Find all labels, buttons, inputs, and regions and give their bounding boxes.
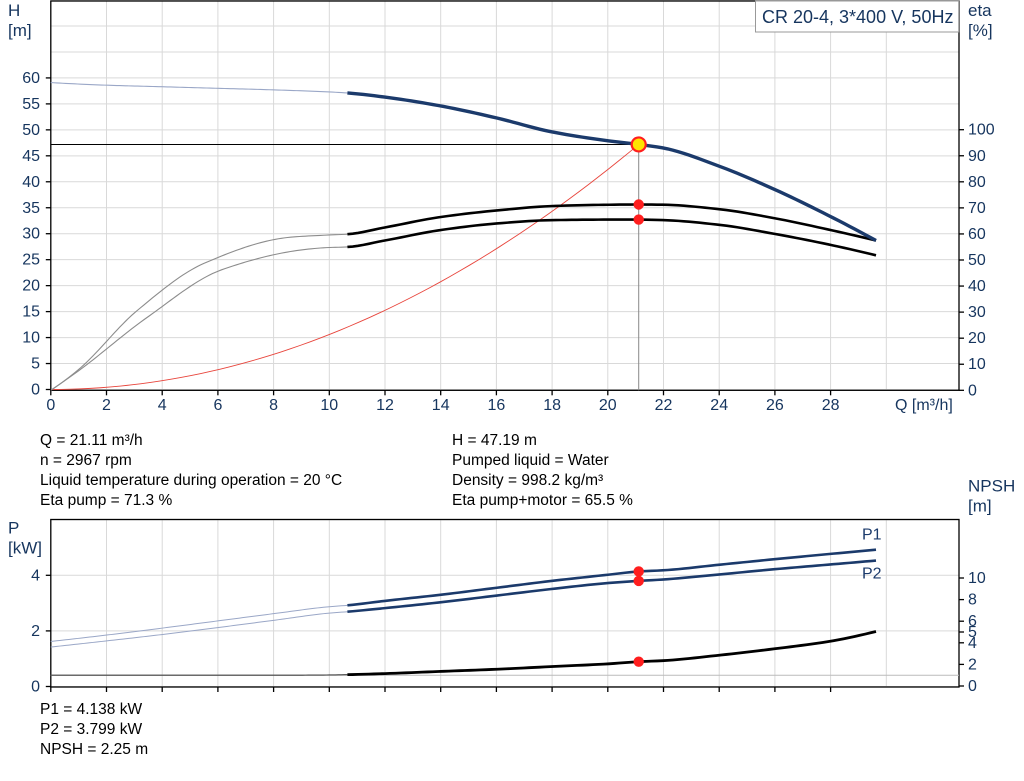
svg-text:55: 55: [22, 96, 40, 113]
svg-text:80: 80: [968, 174, 986, 191]
svg-text:70: 70: [968, 200, 986, 217]
svg-text:90: 90: [968, 148, 986, 165]
svg-text:P: P: [8, 519, 19, 538]
svg-text:24: 24: [710, 397, 728, 414]
svg-text:26: 26: [766, 397, 784, 414]
svg-text:20: 20: [22, 278, 40, 295]
svg-text:10: 10: [968, 356, 986, 373]
svg-text:15: 15: [22, 304, 40, 321]
svg-text:35: 35: [22, 200, 40, 217]
svg-text:[kW]: [kW]: [8, 539, 42, 558]
svg-text:2: 2: [31, 623, 40, 640]
svg-text:50: 50: [22, 122, 40, 139]
svg-text:40: 40: [968, 278, 986, 295]
svg-text:CR 20-4, 3*400 V, 50Hz: CR 20-4, 3*400 V, 50Hz: [762, 7, 953, 27]
svg-text:14: 14: [432, 397, 450, 414]
svg-text:[m]: [m]: [8, 21, 32, 40]
svg-text:100: 100: [968, 122, 995, 139]
svg-text:22: 22: [655, 397, 673, 414]
svg-text:0: 0: [968, 382, 977, 399]
svg-text:4: 4: [158, 397, 167, 414]
svg-text:25: 25: [22, 252, 40, 269]
svg-text:12: 12: [376, 397, 394, 414]
svg-text:P2: P2: [862, 566, 882, 583]
svg-text:16: 16: [488, 397, 506, 414]
svg-text:H: H: [8, 1, 20, 20]
svg-text:28: 28: [822, 397, 840, 414]
svg-text:8: 8: [968, 592, 977, 609]
svg-text:50: 50: [968, 252, 986, 269]
svg-text:30: 30: [968, 304, 986, 321]
svg-text:60: 60: [968, 226, 986, 243]
svg-text:4: 4: [31, 567, 40, 584]
svg-text:6: 6: [213, 397, 222, 414]
svg-text:eta: eta: [968, 1, 992, 20]
svg-text:18: 18: [543, 397, 561, 414]
svg-text:10: 10: [320, 397, 338, 414]
svg-text:0: 0: [31, 382, 40, 399]
svg-text:30: 30: [22, 226, 40, 243]
svg-text:[m]: [m]: [968, 497, 992, 516]
svg-text:0: 0: [46, 397, 55, 414]
svg-text:NPSH: NPSH: [968, 477, 1015, 496]
svg-text:10: 10: [968, 570, 986, 587]
svg-text:20: 20: [599, 397, 617, 414]
svg-text:10: 10: [22, 330, 40, 347]
svg-text:20: 20: [968, 330, 986, 347]
svg-text:60: 60: [22, 70, 40, 87]
svg-text:0: 0: [31, 679, 40, 696]
svg-text:2: 2: [968, 656, 977, 673]
svg-text:6: 6: [968, 613, 977, 630]
svg-text:45: 45: [22, 148, 40, 165]
svg-text:5: 5: [31, 356, 40, 373]
svg-text:0: 0: [968, 678, 977, 695]
svg-text:Q [m³/h]: Q [m³/h]: [895, 397, 953, 414]
svg-text:[%]: [%]: [968, 21, 993, 40]
svg-text:40: 40: [22, 174, 40, 191]
svg-text:8: 8: [269, 397, 278, 414]
svg-text:P1: P1: [862, 527, 882, 544]
svg-text:2: 2: [102, 397, 111, 414]
